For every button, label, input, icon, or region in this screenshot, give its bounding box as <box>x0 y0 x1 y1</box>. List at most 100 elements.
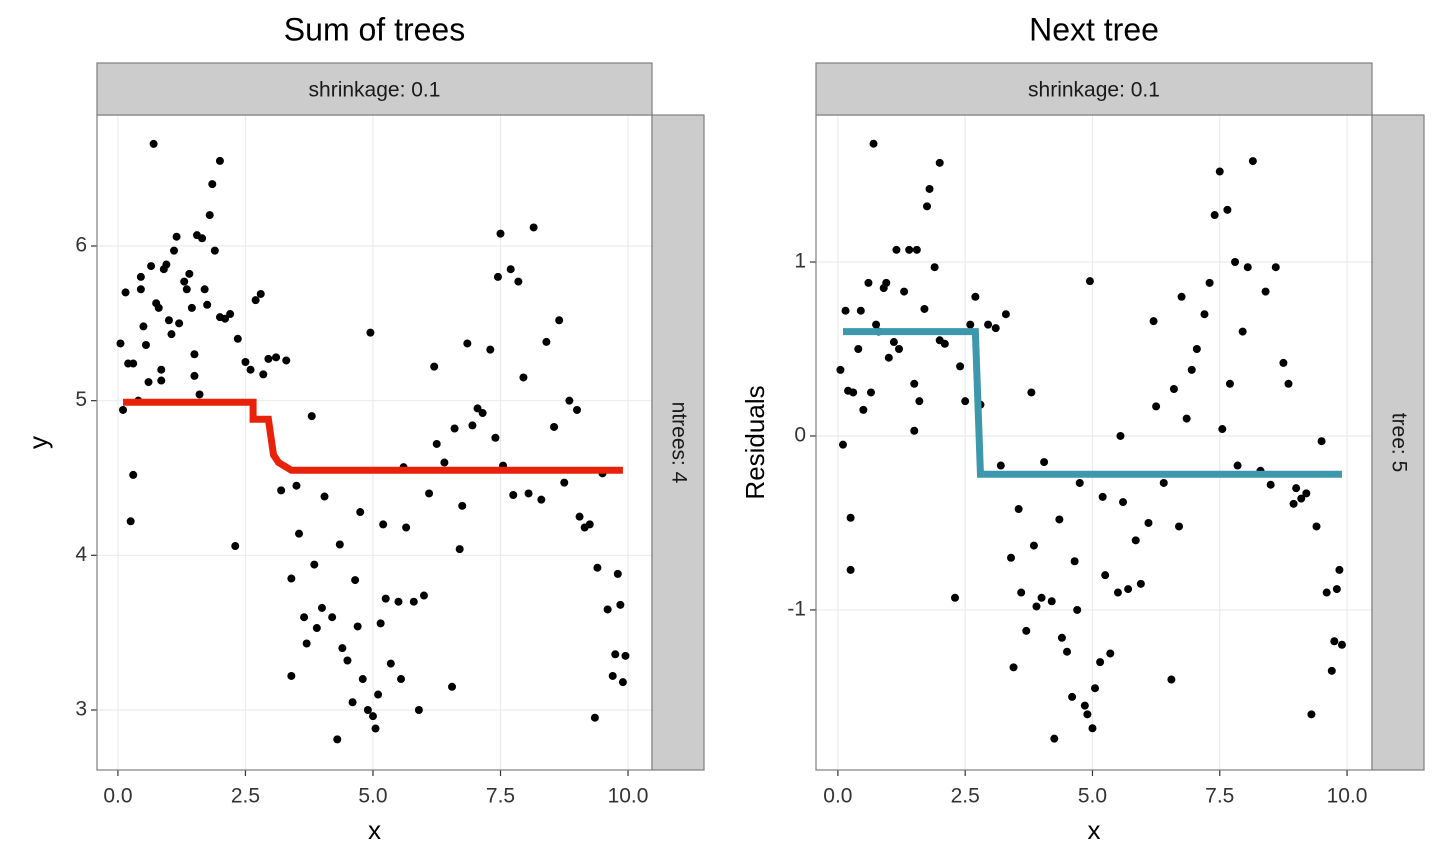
point <box>371 724 380 733</box>
point <box>608 671 617 680</box>
point <box>1116 431 1125 440</box>
point <box>126 517 135 526</box>
y-tick-label: 6 <box>75 234 87 257</box>
point <box>198 234 207 243</box>
point <box>241 357 250 366</box>
point <box>272 353 281 362</box>
point <box>1266 480 1275 489</box>
point <box>951 593 959 602</box>
point <box>882 278 891 287</box>
point <box>1231 258 1240 267</box>
point <box>961 397 970 406</box>
point <box>147 262 156 271</box>
point <box>849 388 858 397</box>
point <box>129 359 138 368</box>
x-tick-label: 2.5 <box>951 785 980 808</box>
point <box>1233 461 1242 470</box>
y-tick-label: 0 <box>794 424 806 447</box>
point <box>333 735 342 744</box>
x-tick-label: 7.5 <box>1205 785 1234 808</box>
point <box>170 246 179 255</box>
point <box>358 675 367 684</box>
plot-background <box>816 115 1372 770</box>
point <box>1284 379 1293 388</box>
y-tick-label: 3 <box>75 698 87 721</box>
point <box>343 656 352 665</box>
x-tick-label: 2.5 <box>231 785 260 808</box>
point <box>1124 585 1133 594</box>
point <box>1192 344 1201 353</box>
point <box>1063 647 1072 656</box>
point <box>486 345 495 354</box>
point <box>154 303 163 312</box>
point <box>139 322 148 331</box>
x-tick-label: 10.0 <box>1327 785 1368 808</box>
point <box>542 337 551 346</box>
x-tick-label: 10.0 <box>608 785 649 808</box>
point <box>300 613 309 622</box>
point <box>1182 414 1191 423</box>
point <box>175 319 184 328</box>
point <box>210 246 219 255</box>
point <box>841 306 850 315</box>
point <box>381 594 390 603</box>
x-tick-label: 5.0 <box>1078 785 1107 808</box>
point <box>991 324 1000 333</box>
point <box>1238 327 1247 336</box>
point <box>277 486 286 495</box>
point <box>524 489 533 498</box>
y-tick-label: -1 <box>787 597 806 620</box>
x-axis-title: x <box>368 815 381 845</box>
point <box>307 412 316 421</box>
point <box>1113 588 1122 597</box>
point <box>866 388 875 397</box>
strip-right-label: ntrees: 4 <box>667 402 690 484</box>
point <box>613 569 622 578</box>
point <box>1307 710 1316 719</box>
y-tick-label: 4 <box>75 543 87 566</box>
point <box>116 339 125 348</box>
point <box>397 675 406 684</box>
point <box>402 523 411 532</box>
point <box>1050 734 1059 743</box>
point <box>195 390 204 399</box>
point <box>1017 588 1026 597</box>
point <box>846 565 855 574</box>
point <box>379 520 388 529</box>
point <box>295 529 304 538</box>
point <box>121 288 130 297</box>
point <box>984 320 993 329</box>
point <box>338 644 347 653</box>
point <box>1055 515 1064 524</box>
point <box>317 603 326 612</box>
point <box>1101 571 1110 580</box>
point <box>440 458 449 467</box>
point <box>1248 157 1257 166</box>
point <box>585 520 594 529</box>
point <box>167 330 176 339</box>
point <box>1029 541 1038 550</box>
point <box>302 639 311 648</box>
point <box>1088 724 1097 733</box>
point <box>894 344 903 353</box>
point <box>1175 522 1184 531</box>
point <box>593 563 602 572</box>
point <box>496 229 505 238</box>
point <box>1332 585 1341 594</box>
x-tick-label: 0.0 <box>823 785 852 808</box>
point <box>282 356 291 365</box>
point <box>537 495 546 504</box>
point <box>129 470 138 479</box>
point <box>353 622 362 631</box>
point <box>1001 310 1010 319</box>
point <box>172 232 181 241</box>
point <box>1032 602 1041 611</box>
point <box>335 540 344 549</box>
point <box>1136 579 1145 588</box>
point <box>458 501 467 510</box>
point <box>182 285 191 294</box>
x-tick-label: 0.0 <box>103 785 132 808</box>
point <box>1014 505 1023 514</box>
point <box>430 362 439 371</box>
